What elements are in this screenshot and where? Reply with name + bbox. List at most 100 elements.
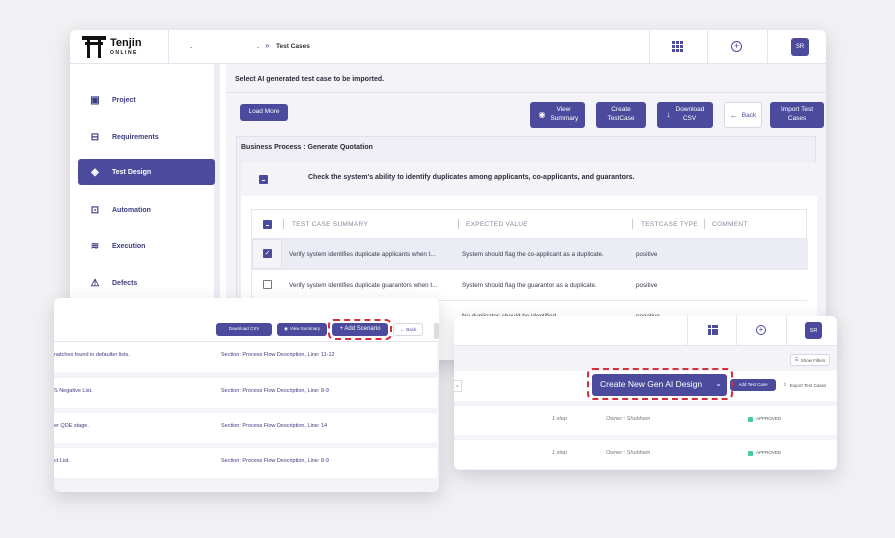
sidebar-item-label: Automation xyxy=(112,206,151,214)
sidebar-item-execution[interactable]: ≋ Execution xyxy=(78,233,214,259)
back-button[interactable]: ← Back xyxy=(724,102,762,128)
scenario-list-window: Download CSV ◉ View Summary + Add Scenari… xyxy=(54,298,439,492)
add-test-case-button[interactable]: Add Test Case xyxy=(730,379,776,391)
page-heading: Select AI generated test case to be impo… xyxy=(235,76,385,83)
list-item[interactable]: 1 step Owner : Shubham APPROVED xyxy=(454,440,837,469)
download-csv-button[interactable]: ↓ Download CSV xyxy=(657,102,713,128)
list-item[interactable]: 1 step Owner : Shubham APPROVED xyxy=(454,406,837,435)
list-item[interactable]: er QDE stage. Section: Process Flow Desc… xyxy=(54,413,437,443)
sidebar-item-label: Project xyxy=(112,96,136,104)
apps-grid-icon[interactable] xyxy=(672,41,683,52)
column-header-type: TESTCASE TYPE xyxy=(641,220,698,228)
sidebar-item-label: Execution xyxy=(112,242,146,250)
highlight-create-ai xyxy=(587,368,733,400)
owner: Owner : Shubham xyxy=(606,450,651,456)
scenario-title: Check the system's ability to identify d… xyxy=(308,174,635,181)
create-ai-label: Create New Gen AI Design xyxy=(600,379,703,390)
list-item[interactable]: ct List. Section: Process Flow Descripti… xyxy=(54,448,437,478)
status-badge: APPROVED xyxy=(756,450,782,455)
layers-icon: ◈ xyxy=(91,166,99,178)
torii-logo-icon xyxy=(82,36,106,58)
arrow-left-icon: ← xyxy=(729,110,738,120)
column-divider xyxy=(458,219,459,229)
logo-sub: ONLINE xyxy=(110,50,138,56)
column-header-comment: COMMENT xyxy=(712,220,748,228)
table-row[interactable]: ✓ Verify system identifies duplicate app… xyxy=(252,239,808,269)
list-item[interactable]: S Negative List. Section: Process Flow D… xyxy=(54,378,437,408)
view-summary-button[interactable]: ◉ View Summary xyxy=(530,102,585,128)
avatar[interactable]: SR xyxy=(791,38,809,56)
row-checkbox[interactable]: ✓ xyxy=(263,249,272,258)
expected-cell: System should flag the guarantor as a du… xyxy=(462,281,597,289)
download-icon: ↓ xyxy=(666,109,671,119)
scrollbar[interactable] xyxy=(434,323,439,339)
filter-icon: ☰ xyxy=(794,357,799,362)
back-label: Back xyxy=(741,111,757,119)
table-header: TEST CASE SUMMARY EXPECTED VALUE TESTCAS… xyxy=(252,210,808,238)
sidebar-item-defects[interactable]: ⚠ Defects xyxy=(78,270,214,296)
select-all-checkbox[interactable] xyxy=(263,220,272,229)
top-bar: Tenjin ONLINE . . » Test Cases + SR xyxy=(70,30,826,64)
steps-count: 1 step xyxy=(552,416,567,422)
export-label: Export Test Cases xyxy=(789,382,827,388)
export-test-cases-button[interactable]: ⇪ Export Test Cases xyxy=(783,379,833,391)
breadcrumb-separator: » xyxy=(265,41,270,50)
column-divider xyxy=(283,219,284,229)
scenario-section: Section: Process Flow Description, Line:… xyxy=(221,423,328,429)
sidebar-item-label: Test Design xyxy=(112,168,152,176)
scenario-header: Check the system's ability to identify d… xyxy=(241,162,817,196)
add-circle-icon[interactable]: + xyxy=(756,325,766,335)
list-item[interactable]: natches found in defaulter lists. Sectio… xyxy=(54,342,437,372)
view-summary-button[interactable]: ◉ View Summary xyxy=(277,323,327,336)
show-filters-button[interactable]: ☰ Show Filters xyxy=(790,354,830,366)
business-process-title: Business Process : Generate Quotation xyxy=(241,144,373,151)
divider xyxy=(687,316,688,346)
back-button[interactable]: ← Back xyxy=(393,323,423,336)
create-new-gen-ai-design-button[interactable]: Create New Gen AI Design ⌄ xyxy=(592,374,727,396)
divider xyxy=(649,30,650,64)
chevron-down-icon[interactable]: ⌄ xyxy=(454,380,462,392)
logo[interactable]: Tenjin ONLINE xyxy=(82,36,142,58)
create-testcase-button[interactable]: Create TestCase xyxy=(596,102,646,128)
expected-cell: System should flag the co-applicant as a… xyxy=(462,250,604,258)
sidebar-item-project[interactable]: ▣ Project xyxy=(78,87,214,113)
row-checkbox-cell xyxy=(252,239,282,269)
load-more-button[interactable]: Load More xyxy=(240,104,288,121)
status-dot xyxy=(748,417,753,422)
view-summary-label: View Summary xyxy=(550,106,579,122)
view-summary-label: View Summary xyxy=(289,326,321,332)
table-row[interactable]: Verify system identifies duplicate guara… xyxy=(252,270,808,300)
add-circle-icon[interactable]: + xyxy=(731,41,742,52)
breadcrumb-dot: . xyxy=(190,41,193,50)
download-csv-label: Download CSV xyxy=(675,106,705,122)
sidebar-item-test-design[interactable]: ◈ Test Design xyxy=(78,159,215,185)
scenario-checkbox[interactable] xyxy=(259,175,268,184)
add-scenario-button[interactable]: + Add Scenario xyxy=(332,323,388,336)
avatar[interactable]: SR xyxy=(805,322,822,339)
sidebar-item-automation[interactable]: ⊡ Automation xyxy=(78,197,214,223)
row-checkbox[interactable] xyxy=(263,280,272,289)
download-csv-button[interactable]: Download CSV xyxy=(216,323,272,336)
breadcrumb-current[interactable]: Test Cases xyxy=(276,43,310,50)
test-design-list-window: + SR ☰ Show Filters ⌄ Create New Gen AI D… xyxy=(454,316,837,470)
highlight-add-scenario xyxy=(328,319,392,340)
scenario-text: er QDE stage. xyxy=(54,423,89,429)
execution-icon: ≋ xyxy=(90,240,100,252)
import-test-cases-button[interactable]: Import Test Cases xyxy=(770,102,824,128)
scenario-section: Section: Process Flow Description, Line:… xyxy=(221,458,329,464)
warning-icon: ⚠ xyxy=(90,277,100,289)
column-header-summary: TEST CASE SUMMARY xyxy=(292,220,369,228)
column-header-expected: EXPECTED VALUE xyxy=(466,220,528,228)
sidebar-item-label: Requirements xyxy=(112,133,159,141)
row-divider xyxy=(252,238,806,239)
scenario-text: S Negative List. xyxy=(54,388,93,394)
scenario-text: ct List. xyxy=(54,458,70,464)
status-badge: APPROVED xyxy=(756,416,782,421)
eye-icon: ◉ xyxy=(538,109,546,119)
summary-cell: Verify system identifies duplicate appli… xyxy=(289,250,436,258)
sidebar-item-requirements[interactable]: ⊟ Requirements xyxy=(78,124,214,150)
divider xyxy=(767,30,768,64)
apps-grid-icon[interactable] xyxy=(708,325,718,335)
chevron-down-icon[interactable]: ⌄ xyxy=(715,379,722,388)
row-divider xyxy=(252,300,806,301)
